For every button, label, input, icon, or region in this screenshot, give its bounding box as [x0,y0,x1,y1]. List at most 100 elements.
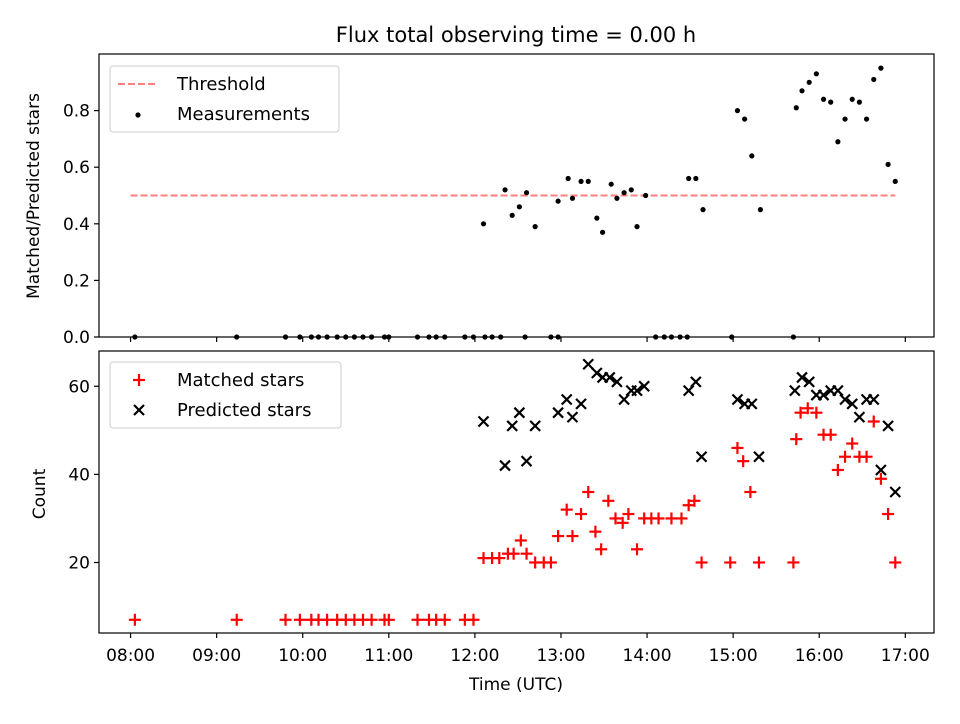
matched-star-point [438,613,451,626]
bottom-y-axis-label: Count [30,468,50,519]
matched-star-point [514,534,527,547]
measurement-point [661,334,667,340]
matched-star-point [589,525,602,538]
matched-star-point [321,613,334,626]
matched-star-point [874,472,887,485]
predicted-star-point [618,393,630,406]
measurement-point [585,178,591,184]
matched-star-point [507,547,520,560]
measurement-point [668,334,675,340]
measurement-point [599,229,606,235]
measurement-point [509,212,515,218]
measurement-point [132,334,138,340]
matched-star-point [801,402,814,415]
bottom-x-ticks: 08:00 09:00 10:00 11:00 12:00 13:00 14:00 15:00… [106,633,930,666]
top-y-tick-label: 0.2 [63,271,90,291]
predicted-star-point [575,398,587,410]
matched-star-point [544,556,557,569]
predicted-star-point [611,376,623,388]
measurement-point [628,187,634,193]
measurement-point [677,334,683,340]
matched-star-point [631,543,644,556]
predicted-star-point [746,398,758,410]
predicted-star-point [889,486,902,498]
predicted-star-point [520,455,533,467]
measurement-point [892,178,898,184]
bottom-legend: Matched stars Predicted stars [109,361,342,429]
measurement-point [700,207,706,213]
matched-star-point [665,512,678,525]
measurement-point [729,334,735,340]
matched-star-point [731,441,744,454]
measurement-point [522,334,528,340]
predicted-star-point [506,420,518,432]
measurement-point [614,195,620,201]
bottom-plot-area [128,358,902,626]
measurement-point [885,161,891,167]
legend-matched-swatch [133,374,145,386]
x-tick-label: 17:00 [881,646,930,666]
measurement-point [433,334,439,340]
measurement-point [684,334,690,340]
matched-star-point [882,508,895,521]
measurement-point [643,192,649,199]
matched-star-point [846,437,859,450]
matched-star-point [787,556,800,569]
measurement-point [555,198,561,204]
predicted-star-point [832,384,844,397]
measurement-point [790,334,796,340]
x-tick-label: 09:00 [192,646,241,666]
predicted-star-point [753,450,765,463]
predicted-star-point [529,420,541,432]
matched-star-point [831,463,844,476]
x-tick-label: 13:00 [536,646,585,666]
top-y-tick-label: 0.4 [63,215,90,235]
measurement-point [608,181,614,187]
measurement-point [523,190,530,196]
top-plot-area [130,65,898,340]
legend-matched-label: Matched stars [177,370,304,391]
matched-star-point [230,613,243,626]
top-plot-frame [98,53,935,338]
measurement-point [842,116,848,122]
top-y-ticks: 0.0 0.2 0.4 0.6 0.8 [63,102,99,348]
predicted-star-point [796,371,808,384]
matched-star-point [860,450,873,463]
measurement-point [871,76,877,83]
measurement-point [806,79,812,85]
measurement-point [426,334,432,340]
predicted-star-point [803,376,815,388]
top-y-tick-label: 0.0 [63,328,90,348]
matched-star-point [609,512,622,525]
measurement-point [878,65,884,71]
predicted-star-point [853,411,866,423]
predicted-star-point [846,398,858,410]
predicted-star-point [882,420,894,432]
predicted-star-point [682,384,695,397]
measurement-point [498,334,504,340]
measurement-point [555,334,561,340]
legend-measurements-swatch [135,112,141,118]
matched-star-point [520,547,533,560]
predicted-star-point [603,371,616,384]
top-legend: Threshold Measurements [109,65,340,133]
matched-star-point [695,556,708,569]
measurement-point [516,204,522,210]
predicted-star-point [631,384,643,397]
x-tick-label: 12:00 [450,646,499,666]
matched-star-point [790,433,803,446]
predicted-star-point [566,411,579,423]
measurement-point [315,334,322,340]
top-y-tick-label: 0.6 [63,158,90,178]
matched-star-point [744,486,757,498]
measurement-point [489,334,495,340]
matched-star-point [575,508,588,521]
measurement-point [686,175,692,182]
measurement-point [368,334,375,340]
matched-star-point [794,406,807,419]
matched-star-point [867,415,880,428]
top-y-tick-label: 0.8 [63,102,90,122]
measurement-point [799,88,805,94]
matched-star-point [365,613,378,626]
